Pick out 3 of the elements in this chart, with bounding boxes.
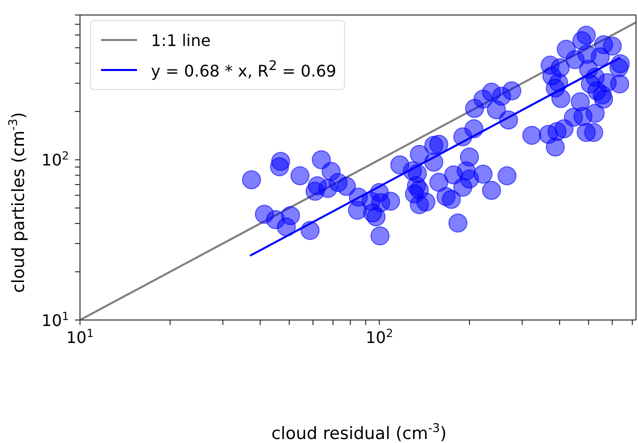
x-axis-title: cloud residual (cm$^{-3}$) [271, 421, 447, 443]
legend-label: y = 0.68 * x, R$^{2}$ = 0.69 [151, 59, 336, 81]
legend-label: 1:1 line [151, 30, 211, 50]
